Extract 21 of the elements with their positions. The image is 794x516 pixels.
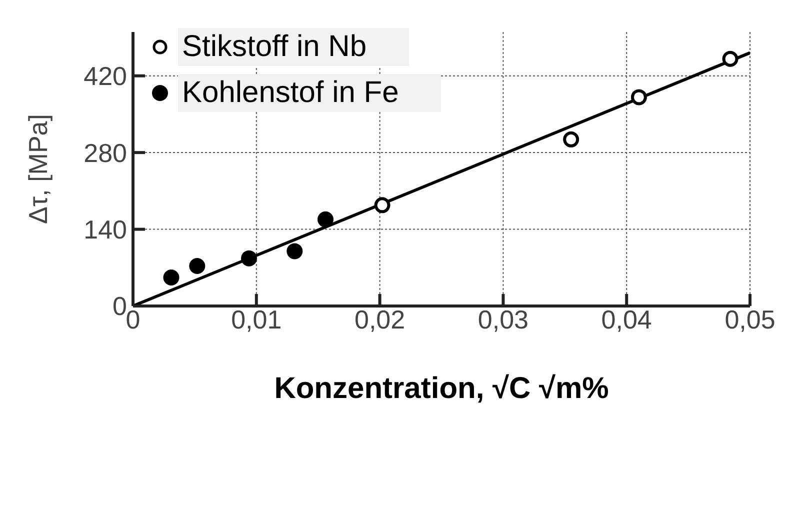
x-tick-label: 0,02 [354, 304, 406, 334]
y-tick-label: 140 [84, 214, 127, 245]
point [563, 131, 580, 148]
x-axis-title: Konzentration, √C √m% [274, 372, 609, 405]
y-tick-label: 280 [84, 138, 127, 168]
x-tick-label: 0,05 [724, 304, 776, 334]
point [630, 89, 647, 106]
point [722, 50, 738, 67]
x-tick-label: 0,03 [478, 304, 529, 334]
y-tick-label: 420 [84, 61, 127, 92]
point [374, 197, 390, 214]
legend-label: Stikstoff in Nb [178, 28, 409, 66]
legend-label: Kohlenstof in Fe [178, 74, 441, 112]
point [286, 243, 303, 260]
x-tick-label: 0,01 [231, 304, 282, 334]
point [318, 211, 334, 228]
point [163, 270, 180, 286]
point [189, 258, 206, 274]
x-tick-label: 0,04 [601, 304, 652, 334]
point [240, 250, 257, 266]
y-axis-title: Δτ, [MPa] [23, 114, 54, 224]
